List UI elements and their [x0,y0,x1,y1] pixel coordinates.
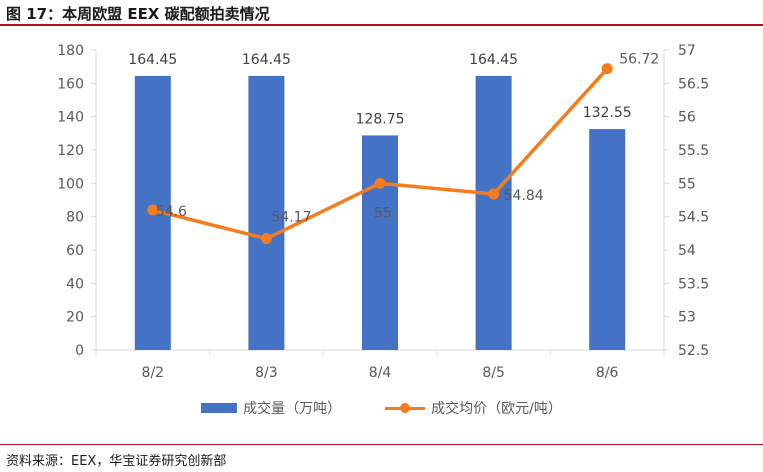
bar [248,75,285,351]
combo-chart: 0 20 40 60 80 100 120 140 160 180 52.5 53 53.5 54 54.5… [57,43,709,381]
y-left-tick-label: 40 [66,276,84,292]
y-right-tick-label: 54.5 [678,210,709,226]
y-left-tick-label: 160 [57,76,84,92]
price-data-label: 54.6 [156,204,187,220]
legend-swatch-bar [201,403,238,413]
y-left-tick-label: 140 [57,110,84,126]
bar-data-label: 132.55 [583,105,632,121]
x-tick-label: 8/6 [596,365,619,381]
x-tick-label: 8/2 [142,365,165,381]
bar [589,129,626,350]
price-point [260,233,272,245]
price-data-label: 54.17 [271,210,311,226]
price-data-label: 56.72 [619,52,659,68]
bar [362,135,398,350]
y-right-tick-label: 56 [678,110,696,126]
price-point [488,188,500,200]
bar-data-label: 164.45 [242,52,291,68]
source-rule [0,444,763,445]
legend-label-price: 成交均价（欧元/吨） [431,401,562,417]
y-left-tick-label: 120 [57,143,84,159]
y-right-tick-label: 53 [678,310,696,326]
y-right-tick-label: 54 [678,243,696,259]
y-right-tick-label: 55 [678,176,696,192]
price-data-label: 54.84 [504,188,544,204]
figure-title: 图 17：本周欧盟 EEX 碳配额拍卖情况 [6,5,270,23]
legend-item-volume: 成交量（万吨） [201,398,341,418]
y-left-tick-label: 60 [66,243,84,259]
y-left-tick-label: 20 [66,310,84,326]
y-right-tick-label: 52.5 [678,343,709,359]
y-right-tick-label: 57 [678,43,696,59]
legend-label-volume: 成交量（万吨） [243,401,342,417]
y-right-tick-label: 55.5 [678,143,709,159]
title-rule [0,24,763,26]
legend-swatch-line [385,402,426,414]
price-point [601,63,613,75]
bar-data-label: 164.45 [128,52,177,68]
y-left-tick-label: 80 [66,210,84,226]
bar-data-label: 128.75 [356,111,405,127]
y-left-tick-label: 180 [57,43,84,59]
price-point [147,204,159,216]
x-tick-label: 8/4 [369,365,392,381]
bar [475,75,512,351]
y-right-tick-label: 53.5 [678,276,709,292]
y-right-tick-label: 56.5 [678,76,709,92]
x-tick-label: 8/3 [255,365,278,381]
legend-item-price: 成交均价（欧元/吨） [385,398,562,418]
bar-data-label: 164.45 [469,52,518,68]
chart-legend: 成交量（万吨） 成交均价（欧元/吨） [0,396,763,420]
price-point [374,177,386,189]
figure-source: 资料来源：EEX，华宝证券研究创新部 [6,454,227,469]
y-left-tick-label: 100 [57,176,84,192]
price-data-label: 55 [374,205,392,221]
y-left-tick-label: 0 [75,343,84,359]
x-tick-label: 8/5 [482,365,505,381]
